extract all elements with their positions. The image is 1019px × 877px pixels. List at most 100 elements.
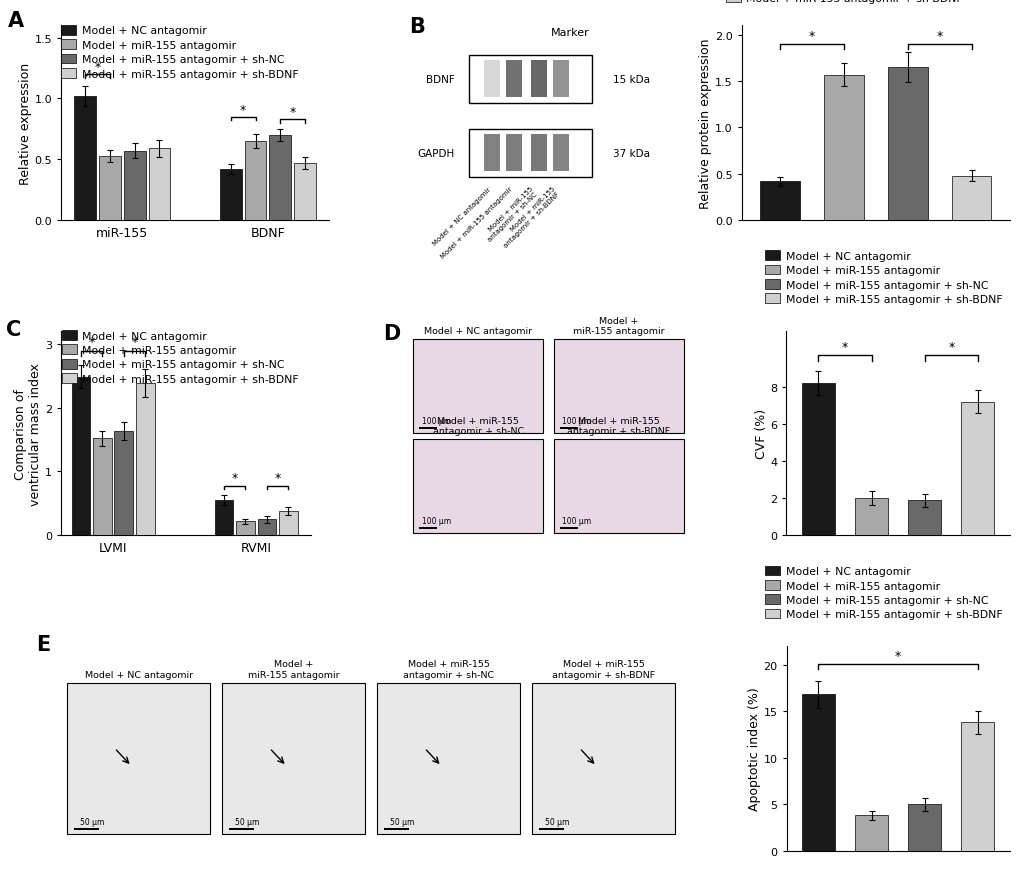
Bar — [245, 142, 266, 221]
Bar — [801, 695, 835, 851]
Text: *: * — [274, 472, 280, 485]
Bar — [413, 439, 542, 534]
Text: *: * — [95, 61, 101, 74]
Text: GAPDH: GAPDH — [417, 149, 454, 159]
Text: 50 μm: 50 μm — [79, 817, 104, 826]
Bar — [961, 723, 994, 851]
Bar — [419, 528, 437, 530]
Bar — [505, 135, 522, 172]
Text: Model + miR-155
antagomir + sh-NC: Model + miR-155 antagomir + sh-NC — [403, 660, 494, 679]
Text: C: C — [6, 319, 21, 339]
Bar — [505, 61, 522, 98]
Bar — [483, 61, 499, 98]
Text: D: D — [383, 324, 399, 343]
Bar — [530, 135, 546, 172]
Bar — [413, 339, 542, 433]
Bar — [67, 683, 210, 834]
Bar — [552, 135, 569, 172]
Legend: Model + NC antagomir, Model + miR-155 antagomir, Model + miR-155 antagomir + sh-: Model + NC antagomir, Model + miR-155 an… — [726, 0, 962, 4]
Bar — [823, 75, 863, 221]
Text: 100 μm: 100 μm — [561, 517, 591, 525]
Text: Model + NC antagomir: Model + NC antagomir — [424, 326, 532, 336]
Text: Model + miR-155 antagomir: Model + miR-155 antagomir — [440, 186, 514, 260]
Text: *: * — [808, 30, 814, 43]
Bar — [269, 136, 291, 221]
Bar — [759, 182, 799, 221]
Text: 100 μm: 100 μm — [421, 517, 450, 525]
Bar — [123, 152, 146, 221]
Bar — [907, 501, 941, 536]
Text: *: * — [289, 106, 296, 119]
Y-axis label: Apoptotic index (%): Apoptotic index (%) — [747, 687, 760, 810]
Text: Marker: Marker — [550, 28, 589, 39]
Bar — [854, 499, 888, 536]
Text: Model + miR-155
antagomir + sh-BDNF: Model + miR-155 antagomir + sh-BDNF — [567, 417, 669, 436]
Bar — [293, 164, 316, 221]
Bar — [419, 427, 437, 430]
Bar — [257, 520, 276, 536]
Bar — [278, 511, 298, 536]
Bar — [483, 135, 499, 172]
Bar — [553, 439, 683, 534]
Bar — [961, 402, 994, 536]
Y-axis label: CVF (%): CVF (%) — [754, 409, 766, 459]
Y-axis label: Comparison of
ventricular mass index: Comparison of ventricular mass index — [14, 362, 42, 505]
Text: 100 μm: 100 μm — [421, 417, 450, 425]
Bar — [73, 828, 99, 831]
Bar — [377, 683, 520, 834]
Bar — [538, 828, 564, 831]
Text: Model + NC antagomir: Model + NC antagomir — [85, 670, 193, 679]
Bar — [532, 683, 675, 834]
Text: 100 μm: 100 μm — [561, 417, 591, 425]
Text: A: A — [7, 11, 23, 31]
Bar — [383, 828, 409, 831]
Bar — [136, 384, 155, 536]
Legend: Model + NC antagomir, Model + miR-155 antagomir, Model + miR-155 antagomir + sh-: Model + NC antagomir, Model + miR-155 an… — [764, 251, 1002, 304]
Y-axis label: Relative protein expression: Relative protein expression — [699, 39, 711, 209]
Bar — [222, 683, 365, 834]
Bar — [469, 55, 592, 104]
Bar — [553, 339, 683, 433]
Text: 37 kDa: 37 kDa — [612, 149, 649, 159]
Legend: Model + NC antagomir, Model + miR-155 antagomir, Model + miR-155 antagomir + sh-: Model + NC antagomir, Model + miR-155 an… — [61, 26, 299, 80]
Bar — [114, 431, 133, 536]
Text: B: B — [409, 17, 424, 37]
Bar — [552, 61, 569, 98]
Text: E: E — [37, 634, 51, 654]
Text: *: * — [948, 341, 954, 354]
Text: *: * — [231, 472, 237, 485]
Legend: Model + NC antagomir, Model + miR-155 antagomir, Model + miR-155 antagomir + sh-: Model + NC antagomir, Model + miR-155 an… — [61, 331, 299, 384]
Bar — [559, 427, 577, 430]
Text: Model + miR-155
antagomir + sh-NC: Model + miR-155 antagomir + sh-NC — [482, 186, 538, 242]
Text: Model + NC antagomir: Model + NC antagomir — [431, 186, 491, 246]
Text: *: * — [935, 30, 942, 43]
Text: Model + miR-155
antagomir + sh-BDNF: Model + miR-155 antagomir + sh-BDNF — [497, 186, 560, 249]
Bar — [888, 68, 926, 221]
Bar — [71, 377, 91, 536]
Bar — [99, 156, 120, 221]
Text: Model + miR-155
antagomir + sh-BDNF: Model + miR-155 antagomir + sh-BDNF — [551, 660, 654, 679]
Text: 50 μm: 50 μm — [234, 817, 259, 826]
Text: *: * — [89, 336, 95, 349]
Bar — [228, 828, 254, 831]
Bar — [235, 522, 255, 536]
Bar — [469, 130, 592, 178]
Text: *: * — [239, 103, 246, 117]
Text: Model +
miR-155 antagomir: Model + miR-155 antagomir — [248, 660, 339, 679]
Bar — [530, 61, 546, 98]
Bar — [801, 383, 834, 536]
Text: *: * — [131, 336, 138, 349]
Bar — [907, 804, 941, 851]
Bar — [220, 170, 242, 221]
Text: BDNF: BDNF — [426, 75, 454, 85]
Bar — [854, 816, 888, 851]
Text: Model + miR-155
antagomir + sh-NC: Model + miR-155 antagomir + sh-NC — [432, 417, 524, 436]
Bar — [559, 528, 577, 530]
Text: Model +
miR-155 antagomir: Model + miR-155 antagomir — [573, 317, 664, 336]
Bar — [93, 438, 112, 536]
Text: 50 μm: 50 μm — [389, 817, 414, 826]
Text: *: * — [895, 650, 901, 662]
Text: 15 kDa: 15 kDa — [612, 75, 649, 85]
Legend: Model + NC antagomir, Model + miR-155 antagomir, Model + miR-155 antagomir + sh-: Model + NC antagomir, Model + miR-155 an… — [764, 566, 1002, 619]
Bar — [951, 176, 990, 221]
